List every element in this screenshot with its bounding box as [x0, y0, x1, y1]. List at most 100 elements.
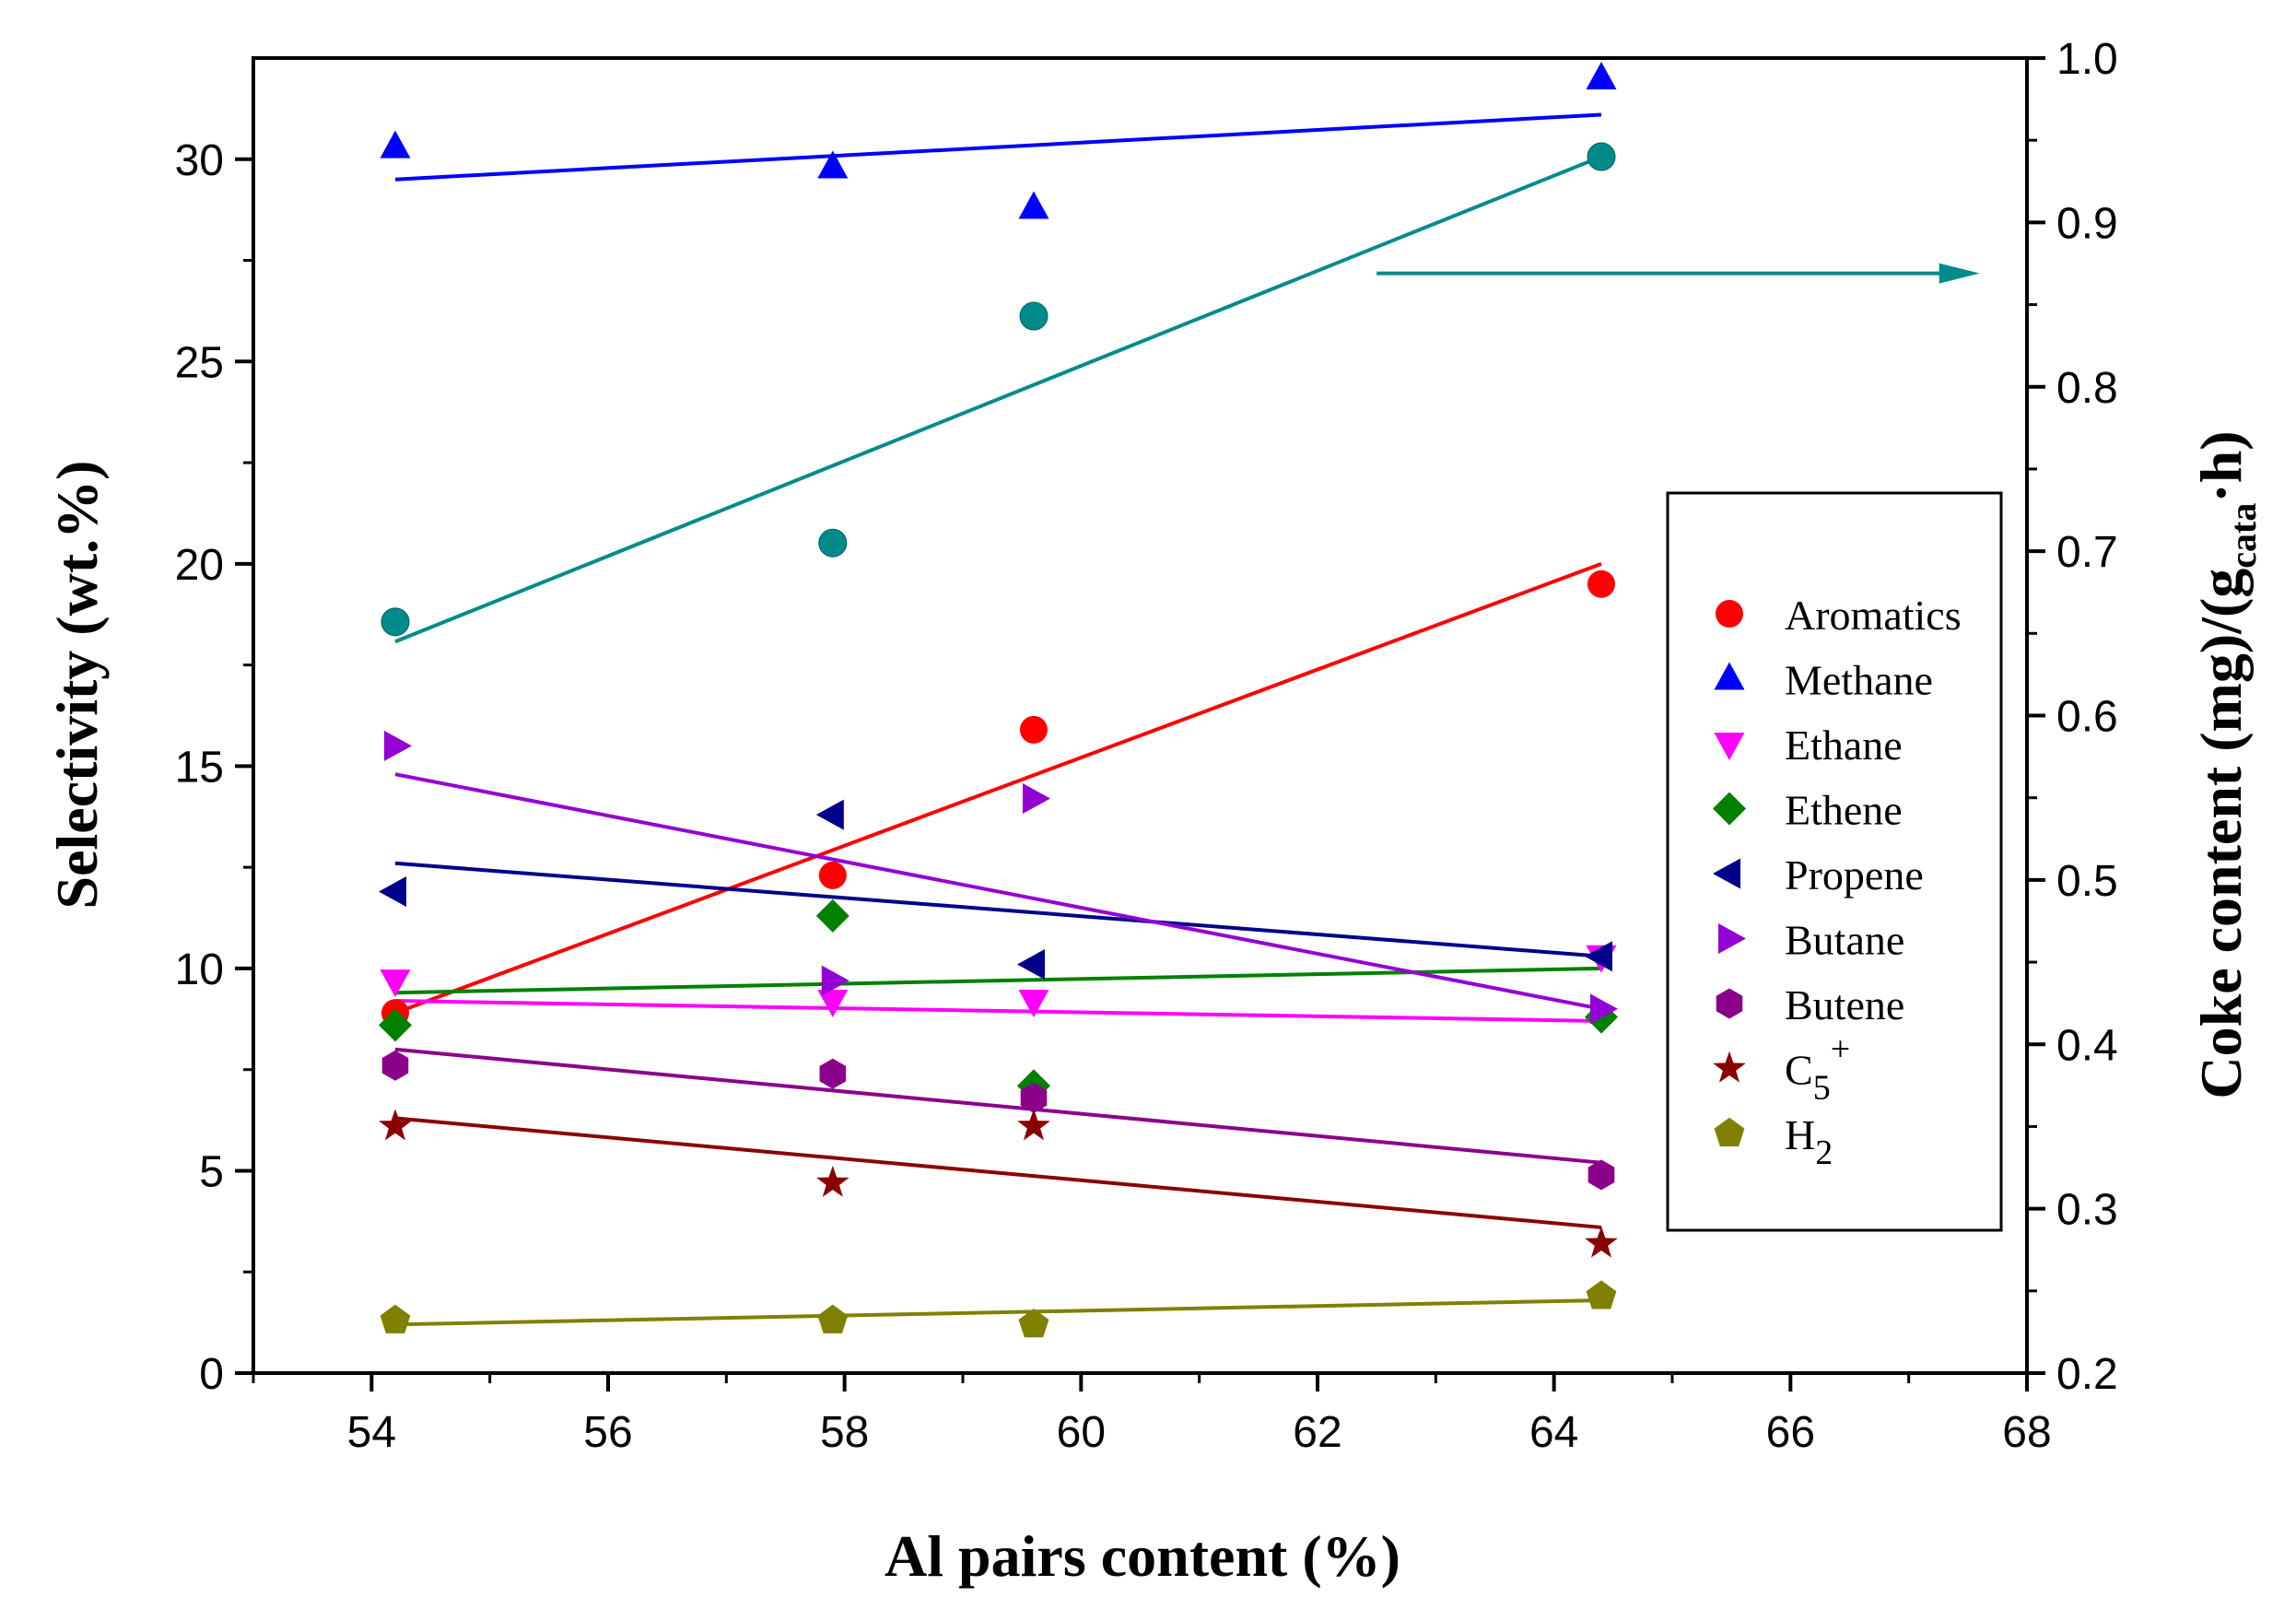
point-aromatics — [1020, 715, 1048, 744]
data-points — [379, 61, 1618, 1338]
x-tick-label: 58 — [820, 1408, 869, 1457]
legend-marker-butene — [1716, 988, 1743, 1019]
legend-label-methane: Methane — [1785, 657, 1933, 704]
x-tick-label: 56 — [583, 1408, 632, 1457]
fit-line-h2 — [394, 1298, 1602, 1327]
y2-axis-title-sub: cata — [2222, 503, 2264, 569]
point-coke-content — [1587, 142, 1616, 171]
point-c5 — [379, 1109, 412, 1141]
legend-label-text: Methane — [1785, 657, 1933, 704]
fit-line-butane — [394, 772, 1602, 1011]
point-c5 — [816, 1165, 849, 1197]
y-tick-label: 30 — [175, 136, 224, 185]
x-tick-label: 54 — [347, 1408, 396, 1457]
legend-marker-butane — [1718, 923, 1746, 954]
legend-marker-ethene — [1713, 792, 1746, 826]
y-tick-label: 20 — [175, 541, 224, 590]
y2-axis-title-main: Coke content (mg)/(g — [2188, 569, 2254, 1099]
point-butane — [384, 730, 412, 761]
point-ethene — [379, 1008, 412, 1042]
legend-label-text: C — [1785, 1047, 1813, 1094]
y-axis-title: Selectivity (wt.%) — [44, 461, 110, 910]
y2-tick-label: 0.3 — [2056, 1186, 2118, 1235]
point-h2 — [817, 1304, 849, 1333]
legend-label-text: Ethane — [1785, 722, 1903, 769]
point-h2 — [1018, 1309, 1049, 1338]
point-methane — [380, 130, 411, 159]
fit-lines — [394, 112, 1602, 1327]
point-ethane — [817, 990, 849, 1018]
point-butene — [819, 1058, 847, 1089]
point-butane — [821, 965, 849, 996]
legend-marker-aromatics — [1716, 600, 1743, 628]
legend-marker-methane — [1714, 662, 1745, 690]
point-methane — [1018, 191, 1049, 219]
legend-label-aromatics: Aromatics — [1785, 592, 1962, 639]
legend-label-superscript: + — [1831, 1030, 1850, 1069]
fit-line-propene — [394, 861, 1602, 958]
x-tick-label: 68 — [2002, 1408, 2051, 1457]
point-coke-content — [381, 607, 410, 637]
y2-tick-label: 0.6 — [2056, 693, 2118, 742]
y2-tick-label: 0.2 — [2056, 1350, 2118, 1399]
point-butene — [1020, 1082, 1048, 1113]
y2-tick-label: 0.5 — [2056, 857, 2118, 906]
legend-marker-c5 — [1713, 1051, 1746, 1083]
y2-tick-label: 0.4 — [2056, 1021, 2118, 1070]
y2-tick-label: 0.9 — [2056, 199, 2118, 248]
point-h2 — [380, 1304, 411, 1333]
y2-tick-label: 0.7 — [2056, 528, 2118, 577]
point-propene — [815, 799, 844, 830]
legend: Aromatics Methane Ethane Ethene Propene Butan… — [1666, 491, 2003, 1232]
point-coke-content — [818, 528, 848, 558]
point-methane — [817, 150, 849, 179]
x-axis-title: Al pairs content (%) — [884, 1523, 1400, 1589]
point-c5 — [1585, 1226, 1618, 1258]
fit-line-butene — [394, 1047, 1602, 1165]
legend-label-ethane: Ethane — [1785, 722, 1903, 769]
point-ethane — [380, 969, 411, 998]
point-ethene — [815, 898, 849, 933]
point-aromatics — [818, 861, 847, 889]
legend-label-text: Butane — [1785, 917, 1904, 964]
legend-marker-h2 — [1714, 1117, 1745, 1146]
axis-ticks: 54 56 58 60 62 64 66 680510152025300.20.30.40.5… — [175, 35, 2118, 1457]
point-methane — [1586, 61, 1617, 89]
legend-label-ethene: Ethene — [1785, 787, 1903, 834]
x-tick-label: 66 — [1766, 1408, 1815, 1457]
x-tick-label: 64 — [1529, 1408, 1578, 1457]
y2-tick-label: 0.8 — [2056, 364, 2118, 413]
y-tick-label: 15 — [175, 743, 224, 792]
point-coke-content — [1019, 301, 1048, 331]
point-h2 — [1586, 1280, 1617, 1310]
fit-line-ethane — [394, 999, 1602, 1024]
legend-label-butene: Butene — [1785, 981, 1904, 1028]
y-tick-label: 25 — [175, 338, 224, 387]
point-butene — [381, 1050, 409, 1081]
point-propene — [1585, 941, 1612, 972]
point-propene — [379, 875, 406, 907]
legend-label-c5: C5+ — [1785, 1030, 1850, 1108]
legend-label-butane: Butane — [1785, 917, 1904, 964]
y2-axis-title-tail: ·h) — [2188, 430, 2254, 502]
coke-axis-arrowhead — [1939, 263, 1980, 284]
point-ethane — [1018, 990, 1049, 1018]
legend-label-text: Ethene — [1785, 787, 1903, 834]
fit-line-ethene — [394, 966, 1602, 995]
x-tick-label: 62 — [1293, 1408, 1341, 1457]
legend-label-subscript: 2 — [1815, 1133, 1833, 1172]
point-butene — [1587, 1159, 1615, 1191]
fit-line-methane — [394, 112, 1602, 182]
legend-label-text: Propene — [1785, 851, 1924, 898]
legend-marker-propene — [1713, 858, 1740, 889]
legend-label-text: Butene — [1785, 981, 1904, 1028]
y-tick-label: 10 — [175, 945, 224, 994]
x-tick-label: 60 — [1057, 1408, 1106, 1457]
legend-marker-ethane — [1714, 733, 1745, 760]
y-tick-label: 5 — [199, 1147, 224, 1196]
fit-line-c5 — [394, 1116, 1602, 1229]
legend-label-propene: Propene — [1785, 851, 1924, 898]
point-c5 — [1017, 1109, 1050, 1141]
point-butane — [1023, 783, 1050, 815]
